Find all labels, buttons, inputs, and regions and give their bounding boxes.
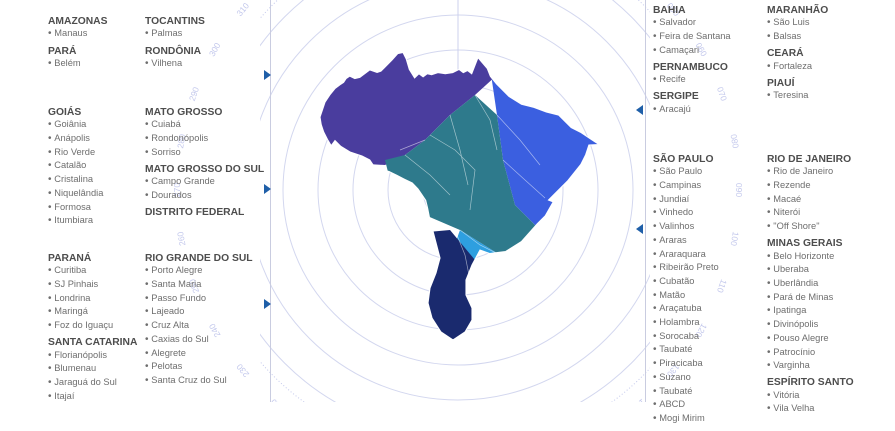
svg-text:080: 080 — [729, 133, 741, 149]
svg-text:310: 310 — [234, 1, 251, 19]
svg-text:220: 220 — [269, 397, 287, 402]
svg-text:290: 290 — [187, 85, 201, 102]
